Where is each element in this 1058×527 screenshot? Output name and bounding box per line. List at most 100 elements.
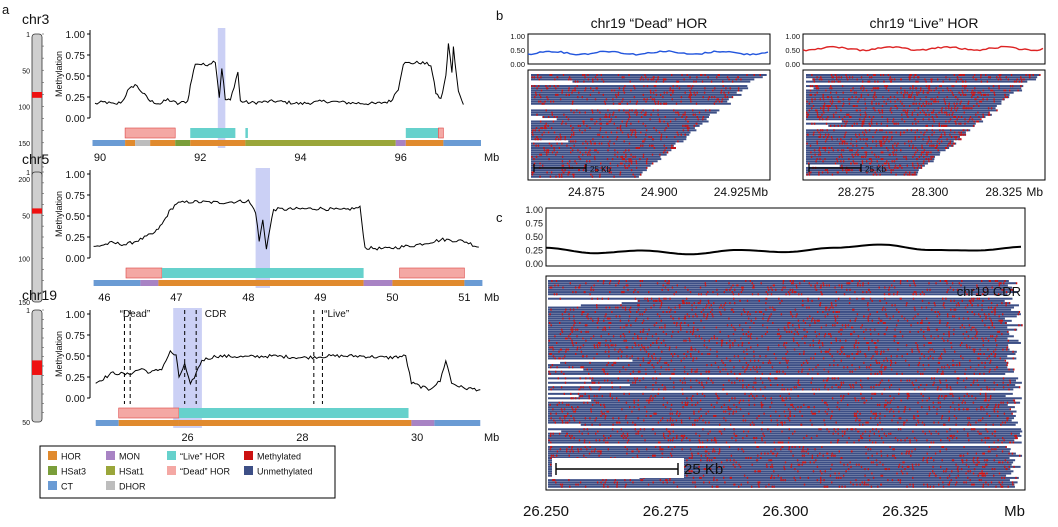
methylated-sites <box>553 419 1008 422</box>
track-segment-live_hor <box>178 408 409 418</box>
track-segment-HOR <box>190 140 246 146</box>
methylated-sites <box>822 96 1008 99</box>
x-tick-label: 96 <box>395 152 407 164</box>
unmethylated-read <box>548 366 1008 369</box>
unmethylated-read <box>531 129 697 132</box>
unmethylated-read <box>548 280 1009 282</box>
methylated-sites <box>548 339 1009 342</box>
centromere-mark <box>32 360 42 375</box>
ideogram-tick-label: 50 <box>22 68 30 75</box>
x-tick-label: 50 <box>386 292 398 304</box>
methylation-line <box>527 50 769 56</box>
legend-swatch <box>167 466 176 475</box>
methylated-sites <box>813 131 962 134</box>
methylated-sites <box>564 361 1009 364</box>
methylated-sites <box>826 138 962 141</box>
methylated-sites <box>824 169 894 172</box>
unmethylated-read <box>531 142 676 145</box>
x-units-label: Mb <box>1004 503 1025 520</box>
x-tick-label: 26.300 <box>763 503 809 520</box>
track-segment-CT <box>434 420 481 426</box>
unmethylated-read <box>531 87 749 90</box>
scalebar-label: 25 Kb <box>684 461 723 478</box>
track-segment-HOR <box>125 140 136 146</box>
y-tick-label: 1.00 <box>525 205 543 215</box>
methylated-sites <box>573 315 1000 318</box>
unmethylated-read <box>572 80 751 83</box>
unmethylated-read <box>531 144 674 147</box>
methylated-sites <box>531 85 724 88</box>
methylated-sites <box>819 118 982 121</box>
unmethylated-read <box>806 100 1002 103</box>
live-annotation: “Live” <box>324 309 349 320</box>
x-units-label: Mb <box>484 152 499 164</box>
unmethylated-read <box>548 328 1018 331</box>
track-segment-HOR <box>158 280 364 286</box>
unmethylated-read <box>806 91 1014 94</box>
y-tick-label: 0.00 <box>510 60 525 69</box>
unmethylated-read <box>806 104 997 107</box>
cdr-highlight <box>217 28 226 148</box>
ideogram-tick-label: 150 <box>18 300 30 307</box>
unmethylated-read <box>548 474 1007 477</box>
unmethylated-read <box>621 302 1011 305</box>
methylated-sites <box>561 410 999 413</box>
unmethylated-read <box>548 322 1007 325</box>
track-segment-CT <box>95 420 119 426</box>
methylated-sites <box>808 171 916 174</box>
unmethylated-read <box>548 432 1020 435</box>
unmethylated-read <box>548 381 1022 384</box>
legend-swatch <box>167 451 176 460</box>
methylated-sites <box>550 463 988 466</box>
y-tick-label: 0.75 <box>66 191 86 202</box>
methylated-sites <box>537 74 761 76</box>
unmethylated-read <box>548 454 1023 457</box>
unmethylated-read <box>531 149 672 152</box>
unmethylated-read <box>548 315 1017 318</box>
y-tick-label: 0.00 <box>525 259 543 269</box>
methylation-line <box>94 43 464 106</box>
methylated-sites <box>806 173 916 176</box>
unmethylated-read <box>548 308 1012 311</box>
track-segment-MON <box>363 280 393 286</box>
unmethylated-read <box>806 85 1024 88</box>
methylated-sites <box>538 78 742 81</box>
unmethylated-read <box>531 89 743 92</box>
unmethylated-read <box>548 339 1019 342</box>
panel-letter-c: c <box>496 210 503 225</box>
unmethylated-read <box>591 399 1015 402</box>
unmethylated-read <box>548 408 1010 411</box>
methylated-sites <box>815 160 930 163</box>
methylated-sites <box>539 120 689 123</box>
unmethylated-read <box>548 428 1022 431</box>
track-segment-dead_hor <box>438 127 444 139</box>
panel-letter-b: b <box>496 8 503 23</box>
y-tick-label: 0.25 <box>66 93 86 104</box>
unmethylated-read <box>531 98 729 101</box>
unmethylated-read <box>806 173 918 176</box>
legend-label: HOR <box>61 452 82 462</box>
unmethylated-read <box>548 291 1019 294</box>
legend-label: MON <box>119 452 140 462</box>
unmethylated-read <box>548 337 1008 340</box>
x-tick-label: 24.925 <box>714 185 751 199</box>
methylated-sites <box>532 129 689 132</box>
unmethylated-read <box>806 166 922 169</box>
unmethylated-read <box>591 379 1017 382</box>
unmethylated-read <box>548 437 1018 440</box>
methylated-sites <box>531 173 642 176</box>
unmethylated-read <box>806 171 919 174</box>
track-segment-HOR <box>405 140 444 146</box>
unmethylated-read <box>806 133 967 136</box>
y-tick-label: 1.00 <box>66 30 86 41</box>
methylated-sites <box>545 151 669 154</box>
unmethylated-read <box>806 160 934 163</box>
unmethylated-read <box>548 472 1012 475</box>
methylation-line <box>545 243 1022 256</box>
methylated-sites <box>816 87 1000 90</box>
track-segment-HOR <box>178 420 412 426</box>
unmethylated-read <box>548 479 1010 482</box>
x-units-label: Mb <box>484 432 499 444</box>
